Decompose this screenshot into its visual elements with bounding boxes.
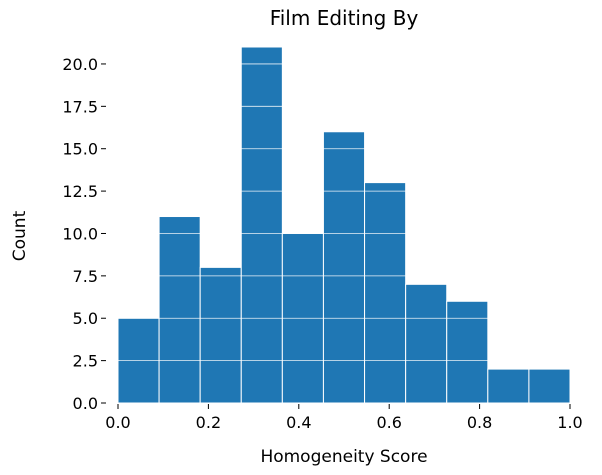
y-tick-label: 0.0 [73,394,98,413]
y-tick-label: 5.0 [73,309,98,328]
x-tick-label: 0.0 [105,413,130,432]
x-ticks-group: 0.0 0.2 0.4 0.6 0.8 1.0 [105,404,583,432]
y-ticks-group: 0.0 2.5 5.0 7.5 10.0 12.5 15.0 17.5 20.0 [62,55,106,413]
y-tick-label: 15.0 [62,140,98,159]
y-tick-label: 20.0 [62,55,98,74]
histogram-bar [487,368,530,404]
histogram-bar [405,283,448,404]
histogram-bar [446,300,489,404]
y-tick-label: 12.5 [62,182,98,201]
histogram-bar [322,131,366,404]
x-tick-label: 1.0 [557,413,582,432]
chart-title: Film Editing By [270,6,419,30]
histogram-bar [240,46,283,404]
y-tick-label: 10.0 [62,224,98,243]
y-tick-label: 2.5 [73,352,98,371]
gridlines-group [118,63,570,404]
x-tick-label: 0.6 [376,413,401,432]
y-tick-label: 7.5 [73,267,98,286]
x-tick-label: 0.2 [196,413,221,432]
histogram-bar [364,182,407,404]
histogram-bar [199,266,242,404]
x-tick-label: 0.8 [467,413,492,432]
y-axis-label: Count [10,210,30,261]
bars-group [117,46,571,404]
histogram-bar [158,216,201,404]
y-tick-label: 17.5 [62,97,98,116]
x-axis-label: Homogeneity Score [260,447,427,467]
histogram-bar [528,368,571,404]
x-tick-label: 0.4 [286,413,311,432]
